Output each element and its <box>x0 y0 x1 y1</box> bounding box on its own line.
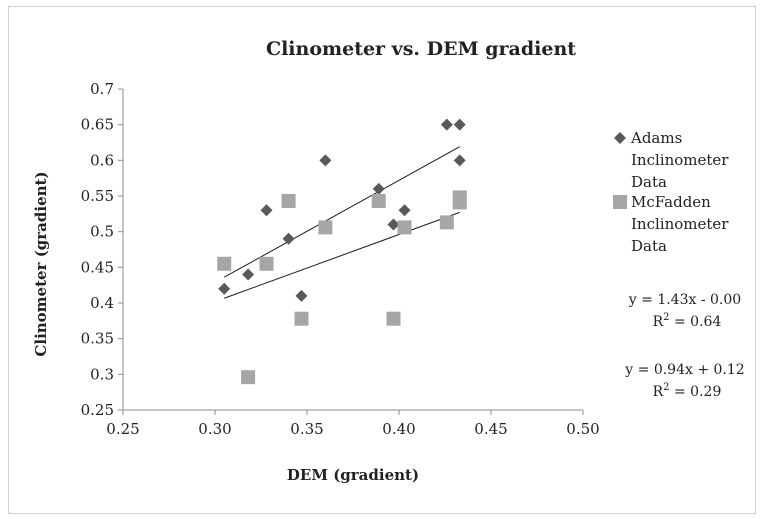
mcfadden-data-point <box>259 256 274 271</box>
legend: Adams Inclinometer Data McFadden Inclinomete… <box>613 129 729 255</box>
trendline-equations: y = 1.43x - 0.00 R2 = 0.64 y = 0.94x + 0.1… <box>624 292 744 400</box>
y-tick-label: 0.6 <box>90 151 114 169</box>
y-tick-label: 0.25 <box>81 401 114 419</box>
legend-marker <box>614 132 626 144</box>
legend-label: Data <box>631 237 667 255</box>
trendline <box>224 211 460 299</box>
mcfadden-data-point <box>397 220 412 235</box>
legend-label: McFadden <box>631 193 711 211</box>
x-tick-label: 0.50 <box>566 420 599 438</box>
trendline-equation: y = 0.94x + 0.12 <box>624 362 744 378</box>
adams-data-point <box>218 282 231 295</box>
adams-data-point <box>282 232 295 245</box>
adams-data-point <box>372 182 385 195</box>
adams-data-point <box>440 118 453 131</box>
mcfadden-data-point <box>452 195 467 210</box>
adams-data-point <box>260 204 273 217</box>
mcfadden-data-point <box>294 311 309 326</box>
y-tick-label: 0.55 <box>81 187 114 205</box>
mcfadden-data-point <box>439 215 454 230</box>
chart-svg: Clinometer vs. DEM gradient 0.250.30.350… <box>32 38 745 484</box>
r-squared-label: R2 = 0.29 <box>653 382 722 400</box>
adams-data-point <box>242 268 255 281</box>
adams-data-point <box>453 118 466 131</box>
adams-data-point <box>398 204 411 217</box>
y-tick-label: 0.65 <box>81 116 114 134</box>
adams-data-point <box>319 154 332 167</box>
legend-label: Inclinometer <box>631 151 729 169</box>
x-tick-label: 0.30 <box>198 420 231 438</box>
x-axis-title: DEM (gradient) <box>287 466 419 484</box>
x-tick-label: 0.45 <box>474 420 507 438</box>
adams-data-point <box>453 154 466 167</box>
adams-data-point <box>387 218 400 231</box>
mcfadden-data-point <box>281 193 296 208</box>
trendline-equation: y = 1.43x - 0.00 <box>628 292 741 308</box>
trendline <box>223 146 460 278</box>
chart-frame: Clinometer vs. DEM gradient 0.25 0.3 0.35 0… <box>8 6 756 514</box>
r-squared-label: R2 = 0.64 <box>653 312 722 330</box>
y-tick-label: 0.3 <box>90 365 114 383</box>
y-tick-label: 0.4 <box>90 294 114 312</box>
x-tick-label: 0.25 <box>106 420 139 438</box>
legend-marker <box>613 195 627 209</box>
mcfadden-data-point <box>318 220 333 235</box>
adams-data-point <box>295 289 308 302</box>
x-tick-label: 0.35 <box>290 420 323 438</box>
x-tick-label: 0.40 <box>382 420 415 438</box>
legend-label: Data <box>631 173 667 191</box>
legend-label: Adams <box>630 129 682 147</box>
y-tick-label: 0.7 <box>90 80 114 98</box>
y-axis-title: Clinometer (gradient) <box>32 171 50 356</box>
y-tick-label: 0.45 <box>81 258 114 276</box>
legend-label: Inclinometer <box>631 215 729 233</box>
mcfadden-data-point <box>371 193 386 208</box>
plot-area: 0.25 0.3 0.35 0.4 0.45 0.5 0.55 0.6 0.65 0.7 0.25 0… <box>81 80 600 438</box>
y-tick-label: 0.5 <box>90 223 114 241</box>
mcfadden-data-point <box>241 370 256 385</box>
y-tick-label: 0.35 <box>81 330 114 348</box>
mcfadden-data-point <box>217 256 232 271</box>
chart-title: Clinometer vs. DEM gradient <box>266 38 576 60</box>
mcfadden-data-point <box>386 311 401 326</box>
